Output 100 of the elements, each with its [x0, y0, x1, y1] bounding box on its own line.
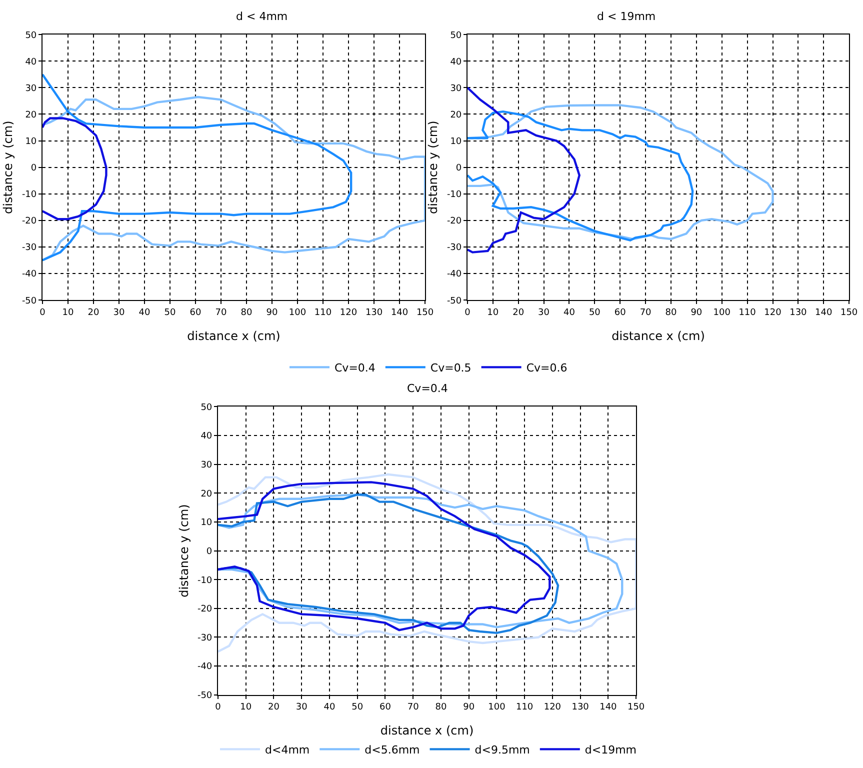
- x-tick-label: 120: [544, 702, 562, 713]
- y-tick-label: 20: [450, 110, 462, 120]
- legend-label: d<4mm: [265, 743, 310, 756]
- y-tick-label: 20: [200, 489, 212, 500]
- x-tick-label: 20: [512, 308, 524, 318]
- x-axis-title: distance x (cm): [380, 724, 474, 738]
- x-tick-label: 120: [340, 308, 358, 318]
- y-tick-label: -20: [446, 216, 462, 227]
- x-tick-label: 30: [113, 308, 125, 318]
- legend-label: Cv=0.6: [526, 362, 568, 374]
- x-tick-label: 60: [614, 308, 626, 318]
- x-tick-label: 100: [288, 308, 306, 318]
- line-series: [218, 493, 624, 628]
- y-tick-label: 30: [450, 84, 462, 94]
- y-tick-label: -10: [446, 190, 462, 200]
- x-tick-label: 100: [488, 702, 506, 713]
- x-tick-label: 20: [88, 308, 100, 318]
- x-tick-label: 140: [600, 702, 618, 713]
- legend-label: Cv=0.5: [430, 362, 472, 374]
- x-tick-label: 70: [407, 702, 420, 713]
- legend-label: Cv=0.4: [334, 362, 376, 374]
- y-tick-label: 30: [200, 460, 212, 470]
- x-tick-label: 50: [352, 702, 364, 713]
- x-tick-label: 80: [665, 308, 677, 318]
- x-tick-label: 40: [563, 308, 576, 318]
- legend-label: d<5.6mm: [364, 743, 420, 756]
- line-series: [467, 110, 694, 242]
- y-tick-label: -30: [22, 243, 37, 254]
- x-tick-label: 30: [538, 308, 550, 318]
- x-tick-label: 10: [62, 308, 74, 318]
- line-series: [467, 104, 774, 240]
- x-tick-label: 70: [215, 308, 227, 318]
- x-tick-label: 0: [215, 702, 222, 713]
- y-tick-label: 0: [456, 163, 462, 174]
- y-tick-label: 0: [30, 163, 37, 174]
- x-tick-label: 80: [435, 702, 447, 713]
- chart-title: d < 4mm: [236, 10, 288, 23]
- y-tick-label: -40: [197, 662, 212, 672]
- x-tick-label: 40: [138, 308, 150, 318]
- y-tick-label: -50: [22, 296, 37, 306]
- y-tick-label: 40: [200, 432, 212, 442]
- x-tick-label: 60: [190, 308, 202, 318]
- y-tick-label: 40: [450, 57, 462, 68]
- x-tick-label: 20: [268, 702, 280, 713]
- x-tick-label: 150: [416, 308, 434, 318]
- y-tick-label: -50: [197, 691, 212, 702]
- chart-title: d < 19mm: [597, 10, 656, 23]
- x-tick-label: 60: [379, 702, 392, 713]
- line-series: [42, 73, 352, 262]
- x-tick-label: 70: [640, 308, 652, 318]
- y-tick-label: -10: [22, 190, 37, 200]
- x-tick-label: 150: [840, 308, 858, 318]
- x-tick-label: 40: [324, 702, 336, 713]
- y-tick-label: 50: [200, 402, 212, 413]
- x-tick-label: 90: [690, 308, 702, 318]
- y-tick-label: -40: [22, 270, 37, 280]
- line-series: [218, 473, 636, 653]
- chart-title: Cv=0.4: [407, 382, 448, 395]
- y-tick-label: 50: [450, 30, 462, 41]
- y-axis-title: distance y (cm): [426, 120, 440, 214]
- x-tick-label: 120: [764, 308, 782, 318]
- x-tick-label: 110: [314, 308, 332, 318]
- y-tick-label: 0: [206, 546, 212, 557]
- x-tick-label: 140: [390, 308, 408, 318]
- x-tick-label: 90: [463, 702, 475, 713]
- x-axis-title: distance x (cm): [612, 328, 705, 343]
- x-tick-label: 130: [365, 308, 383, 318]
- y-tick-label: 10: [200, 518, 212, 528]
- x-tick-label: 90: [266, 308, 278, 318]
- legend-label: d<9.5mm: [474, 743, 530, 756]
- y-tick-label: 10: [25, 136, 37, 147]
- x-tick-label: 0: [464, 308, 471, 318]
- x-tick-label: 110: [516, 702, 534, 713]
- legend-label: d<19mm: [584, 743, 637, 756]
- y-tick-label: -30: [197, 633, 212, 644]
- x-tick-label: 130: [572, 702, 590, 713]
- x-tick-label: 150: [627, 702, 645, 713]
- x-tick-label: 0: [40, 308, 46, 318]
- y-tick-label: 20: [25, 110, 37, 120]
- y-axis-title: distance y (cm): [176, 504, 191, 598]
- y-tick-label: 40: [25, 57, 37, 68]
- line-series: [42, 117, 108, 220]
- x-tick-label: 30: [296, 702, 308, 713]
- y-tick-label: -20: [197, 604, 212, 615]
- y-tick-label: -10: [197, 576, 212, 586]
- x-tick-label: 110: [738, 308, 756, 318]
- x-tick-label: 50: [588, 308, 601, 318]
- y-tick-label: -20: [22, 216, 37, 227]
- x-tick-label: 10: [487, 308, 499, 318]
- line-series: [467, 86, 580, 254]
- y-tick-label: -30: [446, 243, 462, 254]
- y-tick-label: 50: [25, 30, 37, 41]
- y-tick-label: 10: [450, 136, 462, 147]
- x-tick-label: 140: [815, 308, 832, 318]
- y-tick-label: -40: [446, 270, 462, 280]
- x-axis-title: distance x (cm): [187, 328, 280, 343]
- x-tick-label: 10: [240, 702, 252, 713]
- x-tick-label: 80: [240, 308, 253, 318]
- y-axis-title: distance y (cm): [1, 120, 16, 214]
- x-tick-label: 100: [713, 308, 731, 318]
